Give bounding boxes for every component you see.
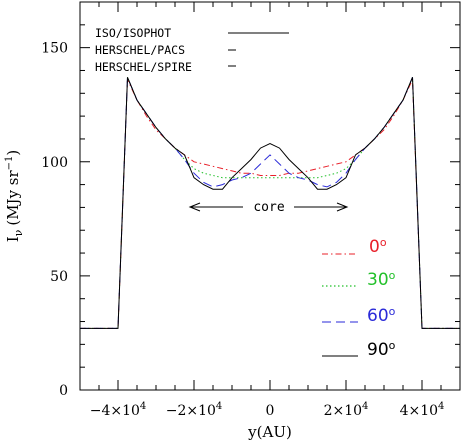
x-tick-label-text: 4×10: [400, 403, 438, 419]
x-tick-label-text: −2×10: [166, 403, 216, 419]
core-arrowhead-right: [336, 202, 349, 212]
angle-legend-label-0: 0o: [369, 236, 387, 257]
legend-label-isophot: ISO/ISOPHOT: [95, 26, 171, 40]
angle-legend-value-0: 0: [369, 237, 380, 257]
x-tick-label: 2×104: [324, 401, 369, 419]
x-tick-label-exp: 4: [140, 401, 146, 412]
y-axis-title-unit: (MJy sr: [4, 170, 22, 226]
y-tick-label: 150: [41, 41, 68, 57]
series-layer: [80, 77, 460, 329]
y-tick-label: 0: [59, 383, 68, 399]
angle-legend-unit-60: o: [389, 305, 396, 318]
x-tick-label: −4×104: [90, 401, 147, 419]
y-axis-title-main: I: [4, 236, 22, 242]
x-tick-label-exp: 4: [362, 401, 368, 412]
y-axis-title-close: ): [4, 150, 22, 156]
instrument-legend: ISO/ISOPHOT HERSCHEL/PACS HERSCHEL/SPIRE: [95, 26, 289, 74]
x-tick-label-text: −4×10: [90, 403, 140, 419]
legend-label-spire: HERSCHEL/SPIRE: [95, 60, 192, 74]
angle-legend-value-90: 90: [367, 340, 389, 360]
angle-legend-label-30: 30o: [367, 269, 396, 290]
x-tick-label-text: 2×10: [324, 403, 362, 419]
angle-legend-label-60: 60o: [367, 305, 396, 326]
series-line-90: [80, 77, 460, 329]
y-tick-label: 100: [41, 155, 68, 171]
angle-legend-value-30: 30: [367, 270, 389, 290]
core-arrowhead-left: [188, 202, 201, 212]
x-tick-label-exp: 4: [438, 401, 444, 412]
x-tick-label: −2×104: [166, 401, 223, 419]
angle-legend-value-60: 60: [367, 306, 389, 326]
core-annotation: core: [188, 200, 349, 215]
y-axis-title: Iν (MJy sr−1): [4, 150, 25, 243]
angle-legend-label-90: 90o: [367, 339, 396, 360]
x-tick-label-exp: 4: [216, 401, 222, 412]
angle-legend-unit-90: o: [389, 339, 396, 352]
x-tick-label-text: 0: [266, 403, 275, 419]
x-axis-title: y(AU): [247, 423, 292, 441]
y-tick-label: 50: [50, 269, 68, 285]
angle-legend-unit-30: o: [389, 269, 396, 282]
angle-legend-unit-0: o: [380, 236, 387, 249]
x-tick-label: 0: [266, 403, 275, 419]
axis-ticks: [79, 1, 461, 391]
y-axis-title-sub: ν: [12, 229, 25, 236]
y-axis-title-sup: −1: [4, 156, 15, 171]
legend-label-pacs: HERSCHEL/PACS: [95, 43, 185, 57]
angle-legend: 0o 30o 60o 90o: [322, 236, 396, 360]
x-tick-label: 4×104: [400, 401, 445, 419]
core-label: core: [253, 200, 284, 215]
